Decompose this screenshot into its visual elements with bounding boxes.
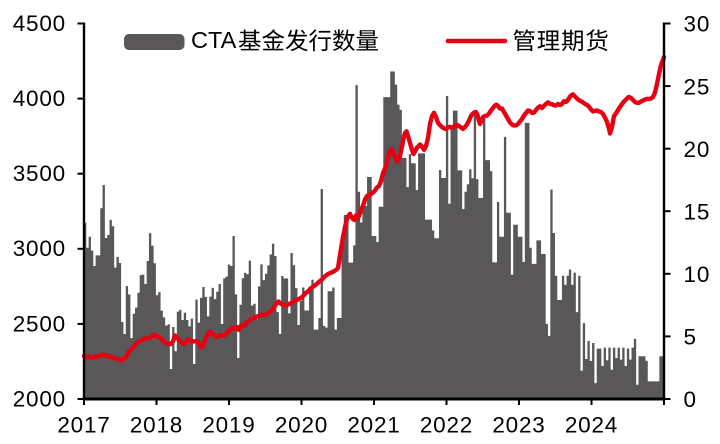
svg-text:CTA: CTA	[191, 27, 237, 53]
svg-text:4500: 4500	[13, 11, 66, 36]
svg-text:2020: 2020	[275, 413, 328, 438]
svg-text:5: 5	[684, 325, 697, 350]
svg-text:2024: 2024	[565, 413, 618, 438]
svg-text:2000: 2000	[13, 386, 66, 411]
svg-text:2021: 2021	[347, 413, 400, 438]
svg-text:10: 10	[684, 262, 711, 287]
svg-text:2023: 2023	[492, 413, 545, 438]
svg-text:3500: 3500	[13, 161, 66, 186]
svg-text:2019: 2019	[202, 413, 255, 438]
svg-text:2018: 2018	[130, 413, 183, 438]
svg-text:2017: 2017	[57, 413, 110, 438]
svg-text:0: 0	[684, 387, 697, 412]
svg-text:20: 20	[684, 137, 711, 162]
svg-text:2500: 2500	[13, 311, 66, 336]
svg-text:2022: 2022	[420, 413, 473, 438]
svg-text:4000: 4000	[13, 86, 66, 111]
svg-text:3000: 3000	[13, 236, 66, 261]
svg-text:25: 25	[684, 74, 711, 99]
svg-text:30: 30	[684, 12, 711, 37]
svg-text:15: 15	[684, 199, 711, 224]
